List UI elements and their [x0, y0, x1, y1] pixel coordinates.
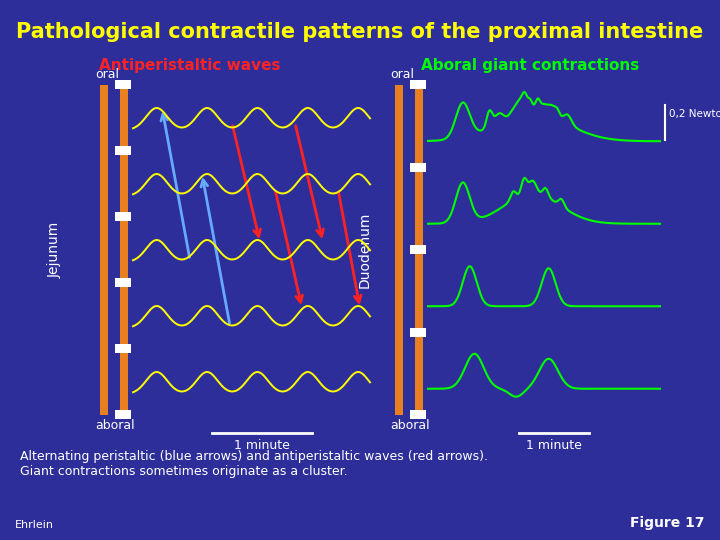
Text: 1 minute: 1 minute — [526, 439, 582, 452]
Text: 1 minute: 1 minute — [233, 439, 289, 452]
Bar — [410, 245, 426, 254]
Text: Antiperistaltic waves: Antiperistaltic waves — [99, 58, 281, 73]
Text: 0,2 Newton: 0,2 Newton — [669, 109, 720, 119]
Bar — [410, 410, 426, 419]
Bar — [410, 327, 426, 336]
Text: Ehrlein: Ehrlein — [15, 520, 54, 530]
Bar — [395, 85, 403, 415]
Bar — [115, 278, 131, 287]
Text: aboral: aboral — [95, 419, 135, 432]
Text: Duodenum: Duodenum — [358, 212, 372, 288]
Bar — [115, 410, 131, 419]
Text: Pathological contractile patterns of the proximal intestine: Pathological contractile patterns of the… — [17, 22, 703, 42]
Bar — [410, 80, 426, 89]
Text: Jejunum: Jejunum — [48, 222, 62, 278]
Text: oral: oral — [95, 68, 119, 81]
Bar — [415, 85, 423, 415]
Text: oral: oral — [390, 68, 414, 81]
Bar — [410, 163, 426, 172]
Bar — [115, 80, 131, 89]
Bar — [100, 85, 108, 415]
Text: Aboral giant contractions: Aboral giant contractions — [421, 58, 639, 73]
Bar — [115, 146, 131, 155]
Bar — [115, 212, 131, 221]
Bar — [115, 344, 131, 353]
Text: Alternating peristaltic (blue arrows) and antiperistaltic waves (red arrows).
Gi: Alternating peristaltic (blue arrows) an… — [20, 450, 488, 478]
Bar — [120, 85, 128, 415]
Text: aboral: aboral — [390, 419, 430, 432]
Text: Figure 17: Figure 17 — [631, 516, 705, 530]
